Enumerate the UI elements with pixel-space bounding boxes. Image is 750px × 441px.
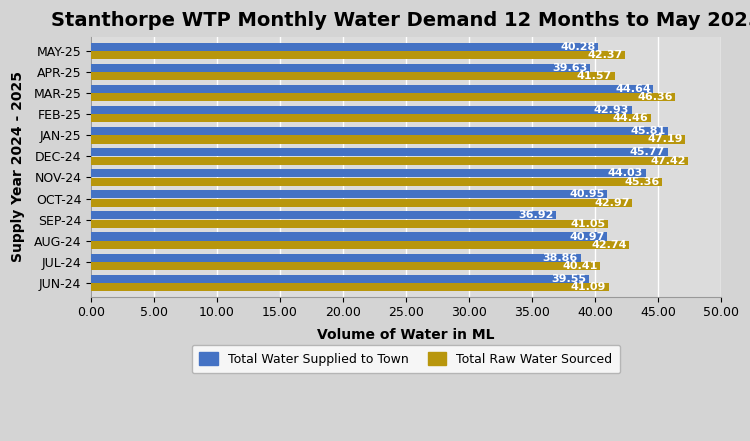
Text: 46.36: 46.36	[637, 92, 673, 102]
Bar	[91, 64, 590, 72]
Text: 44.03: 44.03	[608, 168, 644, 178]
Bar	[91, 106, 632, 114]
Text: 42.74: 42.74	[592, 240, 627, 250]
Bar	[91, 211, 556, 220]
Text: 40.95: 40.95	[569, 189, 604, 199]
Bar	[91, 254, 580, 262]
Text: 42.37: 42.37	[587, 50, 622, 60]
Text: 41.05: 41.05	[571, 219, 606, 229]
Text: 42.93: 42.93	[594, 105, 629, 115]
Bar	[91, 127, 668, 135]
Text: 45.77: 45.77	[630, 147, 665, 157]
Text: 40.41: 40.41	[562, 261, 598, 271]
Bar	[91, 85, 653, 93]
Text: 47.42: 47.42	[650, 156, 686, 165]
Bar	[91, 275, 590, 283]
Text: 39.63: 39.63	[553, 63, 588, 73]
Bar	[91, 93, 675, 101]
Text: 45.81: 45.81	[630, 126, 665, 136]
Bar	[91, 72, 615, 80]
Text: 39.55: 39.55	[552, 274, 586, 284]
Text: 42.97: 42.97	[594, 198, 630, 208]
Bar	[91, 43, 598, 51]
Text: 47.19: 47.19	[647, 135, 683, 145]
Text: 45.36: 45.36	[625, 177, 660, 187]
Bar	[91, 262, 600, 270]
Text: 41.09: 41.09	[571, 282, 606, 292]
Text: 40.28: 40.28	[561, 42, 596, 52]
Bar	[91, 220, 608, 228]
Bar	[91, 148, 668, 156]
Text: 38.86: 38.86	[543, 253, 578, 262]
Text: 36.92: 36.92	[518, 210, 554, 220]
Bar	[91, 169, 646, 177]
X-axis label: Volume of Water in ML: Volume of Water in ML	[317, 328, 495, 342]
Text: 41.57: 41.57	[577, 71, 612, 81]
Legend: Total Water Supplied to Town, Total Raw Water Sourced: Total Water Supplied to Town, Total Raw …	[192, 345, 620, 374]
Bar	[91, 241, 629, 249]
Bar	[91, 199, 632, 207]
Bar	[91, 51, 625, 59]
Title: Stanthorpe WTP Monthly Water Demand 12 Months to May 2025: Stanthorpe WTP Monthly Water Demand 12 M…	[51, 11, 750, 30]
Text: 44.64: 44.64	[615, 84, 651, 94]
Bar	[91, 283, 609, 291]
Bar	[91, 191, 607, 198]
Text: 44.46: 44.46	[613, 113, 649, 123]
Bar	[91, 232, 608, 240]
Bar	[91, 135, 686, 143]
Bar	[91, 157, 688, 164]
Bar	[91, 114, 651, 123]
Bar	[91, 178, 662, 186]
Text: 40.97: 40.97	[569, 232, 604, 242]
Y-axis label: Supply Year 2024 - 2025: Supply Year 2024 - 2025	[11, 71, 25, 262]
